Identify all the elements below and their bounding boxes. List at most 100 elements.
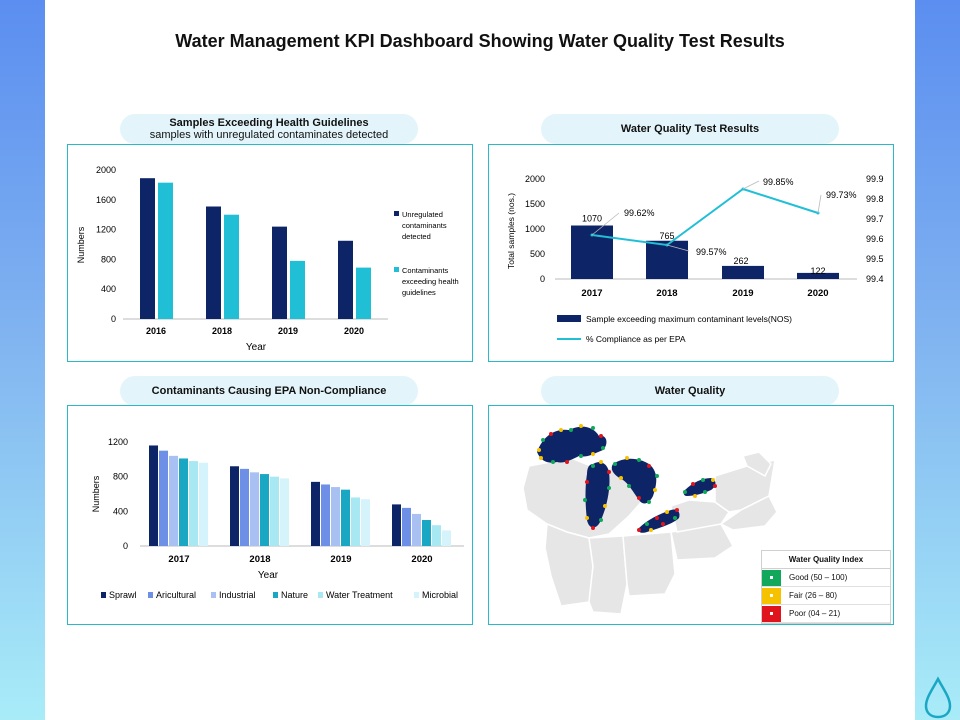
tests-panel-header: Water Quality Test Results [541, 114, 839, 144]
bar-exceeding-2019 [290, 260, 305, 319]
water-quality-station-dot [693, 494, 697, 498]
great-lakes-map [522, 424, 778, 615]
legend-swatch [318, 592, 323, 598]
tests-panel-title: Water Quality Test Results [620, 123, 760, 135]
water-quality-station-dot [583, 498, 587, 502]
water-drop-icon [924, 676, 952, 719]
legend-swatch [762, 569, 781, 586]
water-quality-station-dot [619, 476, 623, 480]
legend-label: Fair (26 – 80) [789, 591, 838, 600]
label-leader-line [591, 212, 620, 236]
contaminants-chart-panel: 0 400 800 1200 2017 2018 2019 2020 Year Numbers Sp… [67, 405, 473, 625]
legend-label: Aricultural [156, 590, 196, 600]
legend-row-2: Poor (04 – 21) [762, 605, 890, 623]
bar-unregulated-2019 [272, 226, 287, 319]
water-quality-station-dot [569, 428, 573, 432]
page-title: Water Management KPI Dashboard Showing W… [175, 31, 785, 51]
bar-exceeding-2020 [356, 267, 371, 319]
y-right-tick-label: 99.5 [866, 254, 884, 264]
bar-nature-2018 [260, 474, 269, 546]
x-tick-label: 2018 [656, 288, 677, 299]
water-quality-station-dot [703, 490, 707, 494]
y-tick-label: 1200 [108, 437, 128, 447]
tests-chart-panel: 0 500 1000 1500 2000 99.4 99.5 99.6 99.7 99.8 99.9… [488, 144, 894, 362]
legend-label: Good (50 – 100) [789, 573, 848, 582]
water-quality-station-dot [665, 510, 669, 514]
bar-microbial-2018 [280, 478, 289, 546]
map-state-region [741, 451, 772, 478]
water-quality-station-dot [599, 434, 603, 438]
lake-huron [611, 458, 657, 504]
quality-panel-title: Water Quality [654, 385, 726, 397]
water-quality-station-dot [585, 480, 589, 484]
bar-microbial-2017 [199, 462, 208, 546]
legend-row-0: Good (50 – 100) [762, 569, 890, 587]
legend-label-0: Unregulated contaminants detected [402, 210, 447, 241]
bar-exceeding-2016 [158, 182, 173, 319]
bar-data-label: 765 [659, 231, 674, 241]
water-quality-station-dot [579, 454, 583, 458]
x-tick-label: 2018 [212, 326, 232, 336]
water-quality-station-dot [537, 448, 541, 452]
x-tick-label: 2020 [411, 554, 432, 565]
y-tick-label: 1600 [96, 195, 116, 205]
contaminants-chart: 0 400 800 1200 2017 2018 2019 2020 Year Numbers Sp… [91, 437, 464, 600]
bar-sprawl-2018 [230, 466, 239, 546]
label-leader-line [817, 194, 822, 214]
lake-michigan [585, 462, 610, 528]
water-quality-station-dot [591, 452, 595, 456]
water-quality-station-dot [625, 456, 629, 460]
bar-industrial-2020 [412, 513, 421, 546]
y-tick-label: 2000 [96, 165, 116, 175]
y-right-tick-label: 99.8 [866, 194, 884, 204]
x-axis-title: Year [258, 570, 279, 581]
y-right-tick-label: 99.7 [866, 214, 884, 224]
lake-superior [537, 426, 607, 463]
water-quality-station-dot [637, 458, 641, 462]
legend-swatch [762, 605, 781, 622]
bar-industrial-2017 [169, 455, 178, 546]
water-quality-station-dot [539, 456, 543, 460]
water-quality-station-dot [613, 462, 617, 466]
bar-water-treatment-2017 [189, 461, 198, 546]
y-tick-label: 400 [101, 284, 116, 294]
map-state-region [622, 531, 676, 597]
x-tick-label: 2019 [278, 326, 298, 336]
legend-swatch [414, 592, 419, 598]
bar-aricultural-2017 [159, 450, 168, 546]
compliance-line [591, 187, 819, 247]
y-right-tick-label: 99.6 [866, 234, 884, 244]
legend-swatch [101, 592, 106, 598]
water-quality-station-dot [655, 516, 659, 520]
legend-label-line: % Compliance as per EPA [586, 334, 686, 344]
y-tick-label: 800 [113, 472, 128, 482]
water-quality-station-dot [673, 516, 677, 520]
legend-label-bars: Sample exceeding maximum contaminant lev… [586, 314, 792, 324]
water-quality-station-dot [675, 508, 679, 512]
bar-industrial-2018 [250, 472, 259, 546]
line-data-label: 99.62% [624, 208, 655, 218]
water-quality-station-dot [565, 460, 569, 464]
label-leader-line [666, 244, 690, 252]
x-tick-label: 2019 [732, 288, 753, 299]
health-panel-title: Samples Exceeding Health Guidelines [169, 117, 369, 129]
y-right-tick-label: 99.4 [866, 274, 884, 284]
bar-data-label: 1070 [582, 214, 602, 224]
y-tick-label: 800 [101, 254, 116, 264]
bar-microbial-2019 [361, 499, 370, 546]
legend-swatch [211, 592, 216, 598]
water-quality-station-dot [579, 424, 583, 428]
bar-industrial-2019 [331, 487, 340, 546]
water-quality-station-dot [655, 474, 659, 478]
water-quality-station-dot [711, 478, 715, 482]
health-panel-subtitle: samples with unregulated contaminates de… [149, 129, 389, 141]
water-quality-station-dot [637, 496, 641, 500]
line-data-label: 99.57% [696, 247, 727, 257]
bar-unregulated-2018 [206, 206, 221, 319]
bar-aricultural-2020 [402, 507, 411, 546]
dashboard-page: Water Management KPI Dashboard Showing W… [45, 0, 952, 720]
legend-row-1: Fair (26 – 80) [762, 587, 890, 605]
bar-water-treatment-2020 [432, 525, 441, 546]
y-left-tick-label: 500 [530, 249, 545, 259]
legend-swatch [762, 587, 781, 604]
